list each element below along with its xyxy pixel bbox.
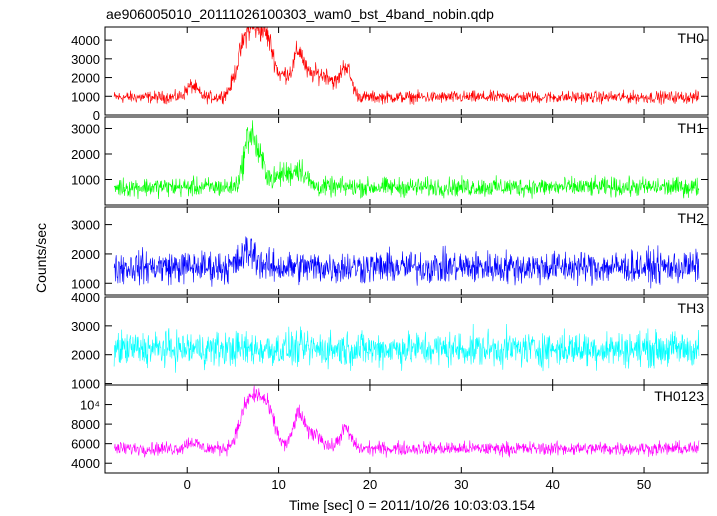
y-tick-label: 1000 [71, 276, 100, 291]
series-th0 [113, 27, 700, 105]
y-tick-label: 8000 [71, 417, 100, 432]
series-th2 [113, 236, 700, 289]
y-tick-label: 1000 [71, 377, 100, 392]
y-tick-label: 1000 [71, 89, 100, 104]
x-axis-label: Time [sec] 0 = 2011/10/26 10:03:03.154 [289, 497, 536, 513]
y-tick-label: 2000 [71, 247, 100, 262]
y-tick-label: 4000 [71, 290, 100, 305]
panel-label: TH0 [678, 30, 705, 46]
y-tick-label: 3000 [71, 218, 100, 233]
panel-label: TH0123 [654, 388, 704, 404]
panel-th0123: 4000 6000 8000 10⁴ TH0123 [71, 384, 709, 474]
series-th0123 [113, 385, 700, 458]
panel-label: TH1 [678, 120, 705, 136]
y-tick-label: 3000 [71, 319, 100, 334]
x-tick-label: 0 [184, 477, 191, 492]
y-tick-label: 2000 [71, 147, 100, 162]
panel-th1: 1000 2000 3000 TH1 [71, 116, 709, 206]
panel-th0: 0 1000 2000 3000 4000 TH0 [71, 26, 709, 123]
panel-label: TH2 [678, 210, 705, 226]
y-tick-label: 3000 [71, 52, 100, 67]
x-tick-label: 50 [637, 477, 651, 492]
y-tick-label: 10⁴ [80, 398, 100, 413]
y-tick-label: 3000 [71, 121, 100, 136]
panel-th3: 1000 2000 3000 4000 TH3 [71, 290, 709, 392]
panels-group: 0 1000 2000 3000 4000 TH0 1000 2000 3000 TH1 1000 2… [71, 26, 709, 474]
y-axis-label: Counts/sec [33, 223, 49, 293]
y-tick-label: 2000 [71, 348, 100, 363]
y-tick-label: 4000 [71, 33, 100, 48]
panel-th2: 1000 2000 3000 TH2 [71, 206, 709, 296]
y-tick-label: 0 [93, 108, 100, 123]
series-th3 [113, 323, 700, 373]
panel-frame [104, 384, 709, 474]
y-tick-label: 2000 [71, 71, 100, 86]
x-axis: 0 10 20 30 40 50 [184, 477, 652, 492]
panel-frame [104, 206, 709, 296]
x-tick-label: 10 [271, 477, 285, 492]
panel-label: TH3 [678, 300, 705, 316]
x-tick-label: 20 [363, 477, 377, 492]
panel-frame [104, 116, 709, 206]
series-th1 [113, 120, 700, 200]
y-tick-label: 4000 [71, 456, 100, 471]
y-tick-label: 1000 [71, 172, 100, 187]
panel-frame [104, 296, 709, 386]
x-tick-label: 40 [545, 477, 559, 492]
panel-frame [104, 26, 709, 116]
x-tick-label: 30 [454, 477, 468, 492]
y-tick-label: 6000 [71, 437, 100, 452]
chart-title: ae906005010_20111026100303_wam0_bst_4ban… [106, 6, 494, 22]
